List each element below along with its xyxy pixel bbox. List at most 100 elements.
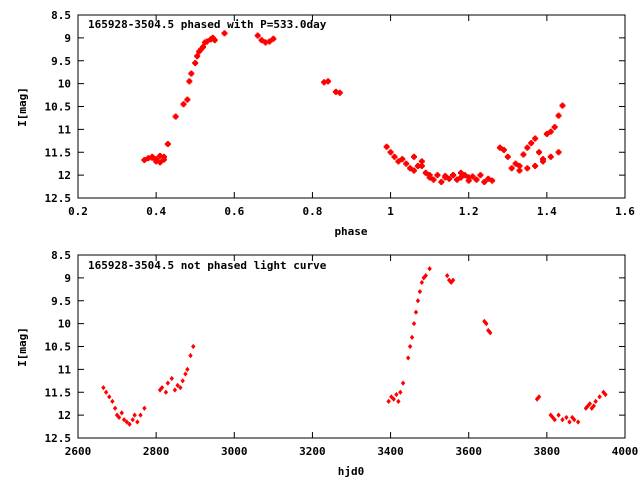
data-point [438,178,445,185]
data-point [550,414,555,421]
data-point [547,153,554,160]
data-point [383,143,390,150]
data-point [132,412,137,418]
data-point [403,160,410,167]
data-point [116,414,122,421]
data-point [411,321,417,327]
y-tick-label: 9.5 [51,55,71,68]
data-point [149,153,156,160]
y-tick-label: 10 [58,78,71,91]
data-point [524,144,531,151]
data-point [551,124,558,131]
data-point [448,279,454,286]
x-tick-label: 1.2 [459,205,479,218]
data-point [165,380,171,386]
data-point [142,405,147,411]
data-point [110,398,115,404]
data-point [180,378,185,384]
axes-bottom: 2600 2800 3000 3200 3400 3600 3800 4000 8.5 9 9.5 1… [45,249,639,458]
data-point [192,60,199,67]
data-point [405,355,411,361]
data-point [532,135,539,142]
data-point [528,140,535,147]
y-tick-label: 9 [64,272,71,285]
y-tick-label: 8.5 [51,9,71,22]
data-point [461,172,468,179]
data-point [500,146,507,153]
data-point [124,419,130,425]
x-axis-label-bottom: hjd0 [338,465,365,478]
data-point [539,158,546,165]
data-point [188,70,195,77]
data-point [603,391,608,398]
data-point [488,330,493,336]
data-point [496,144,503,151]
data-point [178,385,183,391]
y-axis-label-bottom: I[mag] [16,327,29,367]
data-point [103,389,109,395]
data-point [597,394,602,400]
y-tick-label: 11.5 [45,146,72,159]
data-point [585,403,591,409]
data-point [536,149,543,156]
data-point [457,169,464,176]
y-tick-label: 9 [64,32,71,45]
data-point [101,385,106,391]
data-point [391,153,398,160]
x-axis-label-top: phase [334,225,367,238]
data-point [477,172,484,179]
data-point [183,371,188,377]
data-point [575,419,581,425]
data-point [543,130,550,137]
data-point [188,353,193,359]
data-point [564,414,569,421]
data-point [191,343,196,350]
data-point [524,165,531,172]
data-point [399,156,406,163]
data-point [556,412,561,418]
data-point [567,419,572,425]
x-tick-label: 3600 [455,445,482,458]
data-point [221,30,228,37]
data-point [516,167,523,174]
data-point [169,375,174,382]
data-point [157,159,164,166]
data-point [560,417,565,423]
data-point [465,174,472,181]
data-point [555,112,562,119]
data-point [486,327,491,334]
data-point [445,272,450,279]
data-point [552,417,557,423]
x-tick-label: 1.4 [537,205,557,218]
data-point [442,174,449,181]
data-point [534,396,540,402]
data-point [419,279,425,286]
y-tick-label: 9.5 [51,295,71,308]
data-point [409,334,415,340]
plot-frame-bottom [77,254,626,439]
data-point [172,387,178,393]
x-tick-label: 1 [387,205,394,218]
data-point [591,403,596,409]
data-point [270,35,277,42]
data-point [175,382,180,388]
x-tick-label: 0.6 [224,205,244,218]
data-point [520,151,527,158]
y-tick-label: 12.5 [45,432,72,445]
data-point [135,419,140,425]
data-point [160,153,167,160]
y-tick-label: 10 [58,318,71,331]
data-point [184,96,191,103]
data-point [407,343,413,350]
data-point [186,78,193,85]
data-point [481,178,488,185]
y-tick-label: 11.5 [45,386,72,399]
data-point [484,321,489,327]
data-point [391,396,396,402]
data-point [254,32,261,39]
phased-light-curve-panel: 165928-3504.5 phased with P=533.0day pha… [16,9,635,238]
data-point [572,417,577,423]
data-point [555,149,562,156]
data-point [119,410,124,416]
